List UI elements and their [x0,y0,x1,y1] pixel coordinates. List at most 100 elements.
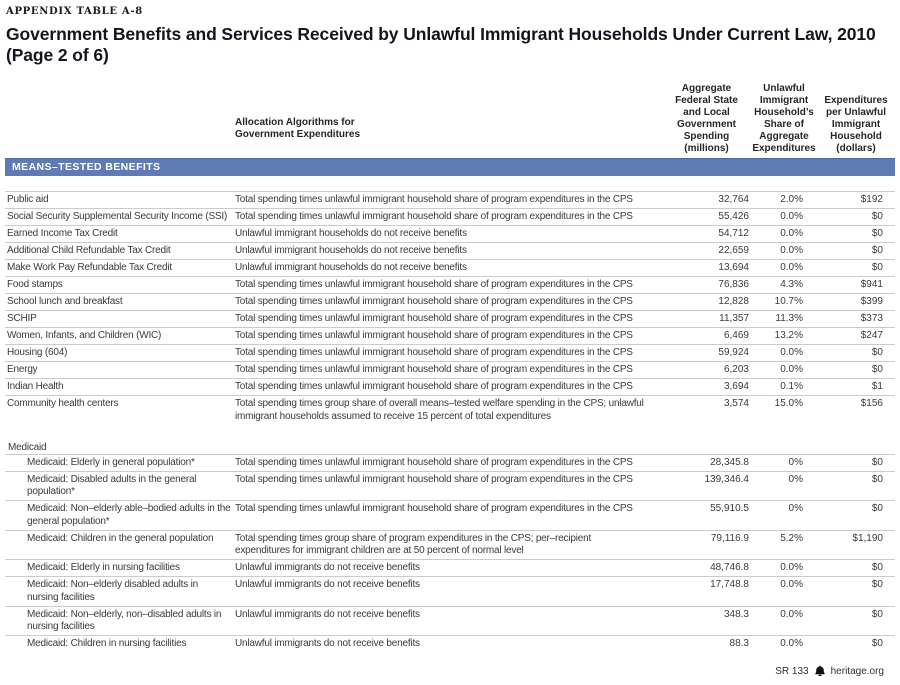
row-per-household: $0 [871,456,883,468]
row-per-household: $0 [871,364,883,375]
table-row: Medicaid: Non–elderly disabled adults in… [5,576,895,606]
table-row: Indian Health Total spending times unlawf… [5,378,895,395]
row-algorithm: Total spending times unlawful immigrant … [235,473,633,485]
row-per-household: $0 [871,638,883,649]
row-program: Medicaid: Children in nursing facilities [27,638,187,649]
row-spending: 28,345.8 [710,456,749,468]
row-program: Women, Infants, and Children (WIC) [7,330,162,341]
row-spending: 348.3 [723,608,749,620]
row-program: Medicaid: Non–elderly disabled adults in… [27,579,198,603]
row-per-household: $1,190 [852,532,883,544]
row-per-household: $192 [860,194,883,205]
footer-site: heritage.org [830,665,884,677]
medicaid-rows: Medicaid: Elderly in general population*… [5,453,895,653]
row-share: 0% [788,473,803,485]
table-row: Medicaid: Children in nursing facilities… [5,635,895,652]
row-program: Medicaid: Non–elderly, non–disabled adul… [27,608,222,633]
section-band: MEANS–TESTED BENEFITS [5,158,895,176]
table-row: Food stamps Total spending times unlawful… [5,276,895,293]
means-tested-rows: Public aid Total spending times unlawful … [5,191,895,425]
column-header-algorithm: Allocation Algorithms for Government Exp… [235,117,361,140]
row-per-household: $0 [871,562,883,573]
table-row: Community health centers Total spending t… [5,395,895,425]
row-algorithm: Total spending times unlawful immigrant … [235,347,633,358]
row-spending: 3,694 [723,381,749,392]
table-row: Public aid Total spending times unlawful … [5,191,895,208]
row-algorithm: Total spending times unlawful immigrant … [235,364,633,375]
row-share: 0.0% [780,347,803,358]
row-share: 0.0% [780,638,803,649]
column-header-share: Unlawful Immigrant Household’s Share of … [752,83,816,154]
row-per-household: $0 [871,503,883,514]
row-share: 0% [788,456,803,468]
column-header-spending: Aggregate Federal State and Local Govern… [675,83,738,154]
row-program: Medicaid: Disabled adults in the general… [27,473,197,498]
table-row: Medicaid: Disabled adults in the general… [5,470,895,501]
row-program: Indian Health [7,381,64,392]
table-row: Medicaid: Elderly in nursing facilities U… [5,559,895,576]
row-per-household: $0 [871,262,883,273]
row-algorithm: Total spending times unlawful immigrant … [235,194,633,205]
row-program: Medicaid: Children in the general popula… [27,532,214,544]
row-per-household: $373 [860,313,883,324]
row-share: 0.0% [780,262,803,273]
table-row: Housing (604) Total spending times unlawf… [5,344,895,361]
row-program: Additional Child Refundable Tax Credit [7,245,171,256]
row-spending: 48,746.8 [710,562,749,573]
column-header-per-household: Expenditures per Unlawful Immigrant Hous… [824,95,888,154]
medicaid-section-label: Medicaid [8,441,47,453]
row-share: 11.3% [775,313,803,324]
table-row: Medicaid: Non–elderly able–bodied adults… [5,500,895,530]
table-eyebrow: APPENDIX TABLE A-8 [6,6,143,17]
row-program: Make Work Pay Refundable Tax Credit [7,262,172,273]
row-spending: 3,574 [723,398,749,409]
row-share: 4.3% [780,279,803,290]
row-share: 15.0% [774,398,803,409]
row-per-household: $0 [871,473,883,485]
row-spending: 79,116.9 [710,532,749,544]
row-program: SCHIP [7,313,37,324]
table-row: Make Work Pay Refundable Tax Credit Unlaw… [5,259,895,276]
row-algorithm: Total spending times unlawful immigrant … [235,296,633,307]
row-program: School lunch and breakfast [7,296,123,307]
row-spending: 139,346.4 [704,473,750,485]
row-share: 0.0% [780,608,803,620]
table-row: Medicaid: Non–elderly, non–disabled adul… [5,605,895,636]
row-share: 0.0% [780,211,803,222]
row-spending: 12,828 [718,296,749,307]
row-algorithm: Unlawful immigrants do not receive benef… [235,562,420,573]
row-algorithm: Unlawful immigrants do not receive benef… [235,638,420,649]
row-program: Earned Income Tax Credit [7,228,118,239]
heritage-bell-icon [814,665,825,676]
row-algorithm: Total spending times group share of over… [235,398,644,422]
row-spending: 32,764 [718,194,749,205]
row-share: 0.0% [780,228,803,239]
table-row: Social Security Supplemental Security In… [5,208,895,225]
row-per-household: $0 [871,579,883,590]
row-per-household: $0 [871,245,883,256]
row-algorithm: Total spending times unlawful immigrant … [235,503,633,514]
row-share: 0.1% [780,381,803,392]
section-band-label: MEANS–TESTED BENEFITS [12,161,161,173]
row-per-household: $1 [871,381,883,392]
table-row: Medicaid: Children in the general popula… [5,529,895,560]
page-footer: SR 133 heritage.org [775,665,884,677]
row-per-household: $0 [871,228,883,239]
row-spending: 54,712 [718,228,749,239]
row-spending: 59,924 [718,347,749,358]
row-program: Medicaid: Non–elderly able–bodied adults… [27,503,231,527]
table-row: Earned Income Tax Credit Unlawful immigra… [5,225,895,242]
row-per-household: $156 [860,398,883,409]
row-share: 0% [788,503,803,514]
table-row: SCHIP Total spending times unlawful immig… [5,310,895,327]
row-spending: 13,694 [718,262,749,273]
row-spending: 55,910.5 [710,503,749,514]
row-algorithm: Total spending times unlawful immigrant … [235,381,633,392]
table-column-headers: Allocation Algorithms for Government Exp… [5,83,895,158]
row-spending: 11,357 [719,313,749,324]
row-algorithm: Unlawful immigrant households do not rec… [235,245,467,256]
row-algorithm: Total spending times unlawful immigrant … [235,211,633,222]
table-row: Medicaid: Elderly in general population*… [5,453,895,471]
row-share: 0.0% [780,245,803,256]
row-share: 0.0% [780,562,803,573]
